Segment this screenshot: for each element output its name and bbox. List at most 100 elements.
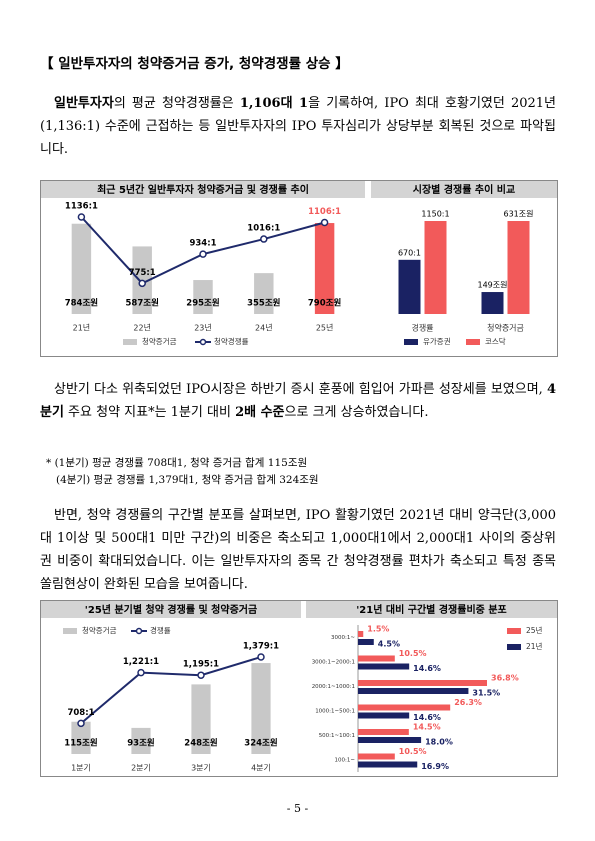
bar bbox=[358, 663, 410, 670]
chart-box: '25년 분기별 청약 경쟁률 및 청약증거금 115조원 93조원 248조원 324… bbox=[40, 600, 558, 777]
data-label: 93조원 bbox=[127, 738, 155, 749]
chart-title: 시장별 경쟁률 추이 비교 bbox=[413, 183, 515, 196]
y-tick-label: 3000:1~ bbox=[331, 635, 355, 641]
bar bbox=[71, 721, 91, 754]
bar bbox=[358, 655, 395, 662]
point bbox=[138, 279, 146, 288]
point bbox=[137, 668, 145, 677]
legend-label: 청약경쟁률 bbox=[214, 336, 249, 346]
x-tick-label: 4분기 bbox=[251, 764, 271, 773]
data-label: 115조원 bbox=[64, 738, 98, 749]
bar bbox=[358, 753, 395, 760]
title-bar bbox=[41, 601, 301, 618]
paragraph: 반면, 청약 경쟁률의 구간별 분포를 살펴보면, IPO 활황기였던 2021… bbox=[40, 504, 556, 596]
x-tick-label: 21년 bbox=[73, 323, 91, 333]
data-label: 784조원 bbox=[65, 298, 99, 309]
data-label: 10.5% bbox=[399, 649, 427, 658]
data-label: 1016:1 bbox=[247, 224, 280, 234]
point bbox=[257, 653, 265, 661]
text-run: 을 기록하여, IPO 최대 호황기였던 2021년(1,136:1) 수준에 … bbox=[40, 96, 556, 157]
data-label: 18.0% bbox=[425, 738, 453, 747]
data-label: 14.5% bbox=[413, 723, 441, 732]
title-bar bbox=[41, 181, 365, 198]
bar bbox=[358, 761, 418, 768]
x-tick-label: 경쟁률 bbox=[411, 323, 433, 333]
bar bbox=[358, 712, 410, 719]
data-label: 1106:1 bbox=[308, 207, 341, 217]
y-tick-label: 2000:1~1000:1 bbox=[312, 684, 355, 690]
bar bbox=[358, 704, 451, 711]
title-bar bbox=[306, 601, 557, 618]
data-label: 248조원 bbox=[184, 738, 218, 749]
legend-symbol bbox=[135, 627, 143, 635]
legend-symbol bbox=[507, 628, 521, 634]
bar bbox=[424, 221, 447, 314]
legend-symbol bbox=[123, 339, 137, 345]
text-run: 주요 청약 지표*는 1분기 대비 bbox=[63, 405, 236, 420]
legend-symbol bbox=[404, 339, 418, 345]
text-run: 1,106대 1 bbox=[239, 96, 309, 111]
legend-label: 청약증거금 bbox=[82, 625, 117, 635]
paragraph: 일반투자자의 평균 청약경쟁률은 1,106대 1을 기록하여, IPO 최대 … bbox=[40, 92, 556, 161]
data-label: 295조원 bbox=[186, 298, 220, 309]
bar bbox=[358, 631, 364, 637]
heading: 【 일반투자자의 청약증거금 증가, 청약경쟁률 상승 】 bbox=[40, 56, 349, 72]
data-label: 1,379:1 bbox=[243, 642, 279, 652]
point bbox=[320, 218, 329, 227]
chart: 최근 5년간 일반투자자 청약증거금 및 경쟁률 추이 784조원 587조원 295… bbox=[41, 181, 365, 346]
chart-title: '21년 대비 구간별 경쟁률비중 분포 bbox=[356, 603, 507, 616]
paragraph: 상반기 다소 위축되었던 IPO시장은 하반기 증시 훈풍에 힘입어 가파른 성… bbox=[40, 378, 556, 424]
bar bbox=[193, 280, 213, 314]
x-tick-label: 3분기 bbox=[191, 764, 211, 773]
data-label: 1150:1 bbox=[421, 210, 449, 219]
x-tick-label: 청약증거금 bbox=[487, 323, 524, 333]
y-tick-label: 500:1~100:1 bbox=[319, 733, 355, 739]
legend-label: 청약증거금 bbox=[142, 336, 177, 346]
line bbox=[80, 216, 325, 285]
chart-title: 최근 5년간 일반투자자 청약증거금 및 경쟁률 추이 bbox=[97, 183, 309, 196]
data-label: 1136:1 bbox=[65, 202, 98, 212]
x-tick-label: 23년 bbox=[194, 323, 212, 333]
text-run: 의 평균 청약경쟁률은 bbox=[113, 96, 240, 111]
legend-symbol bbox=[507, 644, 521, 650]
data-label: 14.6% bbox=[413, 664, 441, 673]
bar bbox=[398, 259, 421, 314]
bar bbox=[507, 221, 530, 314]
data-label: 587조원 bbox=[126, 298, 160, 309]
text-run: 반면, 청약 경쟁률의 구간별 분포를 살펴보면, IPO 활황기였던 2021… bbox=[40, 508, 556, 592]
y-tick-label: 1000:1~500:1 bbox=[315, 708, 355, 714]
bar bbox=[358, 729, 409, 735]
data-label: 14.6% bbox=[413, 713, 441, 722]
data-label: 790조원 bbox=[308, 298, 342, 309]
legend-symbol bbox=[63, 628, 77, 634]
data-label: 1,195:1 bbox=[183, 660, 219, 670]
x-tick-label: 1분기 bbox=[71, 764, 91, 773]
chart: '21년 대비 구간별 경쟁률비중 분포 3000:1~ 1.5% 4.5% 3000:… bbox=[306, 601, 557, 772]
x-tick-label: 22년 bbox=[133, 323, 151, 333]
footnote-line: * (1분기) 평균 경쟁률 708대1, 청약 증거금 합계 115조원 bbox=[46, 457, 308, 469]
legend-label: 25년 bbox=[526, 625, 543, 635]
point bbox=[199, 250, 207, 258]
y-tick-label: 3000:1~2000:1 bbox=[312, 659, 355, 665]
x-tick-label: 2분기 bbox=[131, 764, 151, 773]
point bbox=[77, 213, 86, 221]
chart-box: 최근 5년간 일반투자자 청약증거금 및 경쟁률 추이 784조원 587조원 295… bbox=[40, 180, 558, 357]
bar bbox=[358, 688, 469, 694]
bar bbox=[314, 223, 335, 314]
title-bar bbox=[371, 181, 557, 198]
data-label: 4.5% bbox=[378, 640, 400, 649]
legend-label: 21년 bbox=[526, 641, 543, 651]
text-run: 2배 수준 bbox=[235, 405, 285, 420]
data-label: 1.5% bbox=[367, 625, 389, 634]
bar bbox=[191, 684, 211, 754]
footnote-line: (4분기) 평균 경쟁률 1,379대1, 청약 증거금 합계 324조원 bbox=[56, 474, 319, 486]
page-number: - 5 - bbox=[286, 802, 309, 815]
bar bbox=[131, 727, 151, 754]
text-run: 일반투자자 bbox=[54, 96, 114, 111]
chart: '25년 분기별 청약 경쟁률 및 청약증거금 115조원 93조원 248조원 324… bbox=[41, 601, 301, 773]
bar bbox=[254, 273, 274, 314]
data-label: 10.5% bbox=[399, 747, 427, 756]
point bbox=[197, 671, 205, 679]
y-tick-label: 100:1~ bbox=[335, 757, 356, 763]
